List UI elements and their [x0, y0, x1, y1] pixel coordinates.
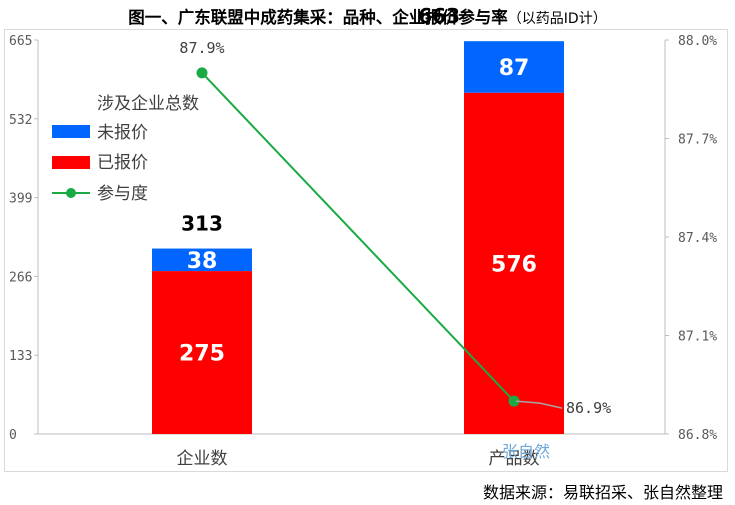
legend-title: 涉及企业总数	[97, 94, 199, 114]
bar-quoted-segment	[464, 92, 564, 434]
category-label: 企业数	[177, 449, 228, 469]
chart-title-note: （以药品ID计）	[507, 11, 607, 27]
left-tick-label: 532	[9, 113, 32, 128]
source-note: 数据来源：易联招采、张自然整理	[482, 483, 723, 502]
bar-total-label: 663	[418, 4, 460, 28]
chart-title-main: 图一、广东联盟中成药集采：品种、企业报价参与率	[128, 8, 508, 27]
right-tick-label: 88.0%	[678, 34, 717, 49]
legend-label-participation: 参与度	[97, 184, 148, 204]
participation-value-label: 87.9%	[179, 39, 224, 57]
participation-point	[508, 395, 520, 407]
left-tick-label: 133	[9, 349, 32, 364]
bar-unquoted-value-label: 38	[187, 249, 218, 274]
left-tick-label: 0	[9, 428, 17, 443]
right-tick-label: 87.7%	[678, 133, 717, 148]
participation-value-label: 86.9%	[566, 399, 611, 417]
participation-line: 87.9% 86.9%	[179, 39, 611, 417]
legend-swatch-quoted	[52, 156, 90, 169]
left-tick-label: 665	[9, 34, 32, 49]
bar-quoted-segment	[152, 271, 252, 434]
left-tick-label: 399	[9, 192, 32, 207]
legend-label-unquoted: 未报价	[97, 123, 148, 143]
right-tick-label: 87.1%	[678, 330, 717, 345]
plot-area-frame	[4, 29, 728, 472]
bar-unquoted-segment	[152, 248, 252, 272]
bar-total-label: 313	[181, 212, 223, 236]
left-axis-ticks: 0 133 266 399 532 665	[9, 34, 38, 443]
category-label: 产品数	[489, 449, 540, 469]
watermark-text: 张自然	[502, 442, 550, 461]
legend-label-quoted: 已报价	[97, 153, 148, 173]
bar-unquoted-value-label: 87	[499, 56, 530, 81]
participation-leader-line	[515, 400, 563, 409]
right-axis-ticks: 86.8% 87.1% 87.4% 87.7% 88.0%	[665, 34, 717, 443]
right-tick-label: 86.8%	[678, 428, 717, 443]
legend-swatch-unquoted	[52, 125, 90, 138]
participation-line-path	[201, 72, 515, 402]
bar-quoted-value-label: 576	[491, 252, 537, 277]
legend: 涉及企业总数 未报价 已报价 参与度	[52, 94, 199, 204]
bar-unquoted-segment	[464, 41, 564, 93]
participation-point	[196, 67, 208, 79]
bar-quoted-value-label: 275	[179, 342, 225, 367]
legend-marker-participation	[66, 188, 76, 198]
stacked-bars: 275 38 313 576 87 663	[152, 4, 564, 434]
category-labels: 企业数 产品数	[177, 449, 540, 469]
left-tick-label: 266	[9, 270, 32, 285]
right-tick-label: 87.4%	[678, 231, 717, 246]
chart-title: 图一、广东联盟中成药集采：品种、企业报价参与率（以药品ID计）	[0, 4, 735, 28]
